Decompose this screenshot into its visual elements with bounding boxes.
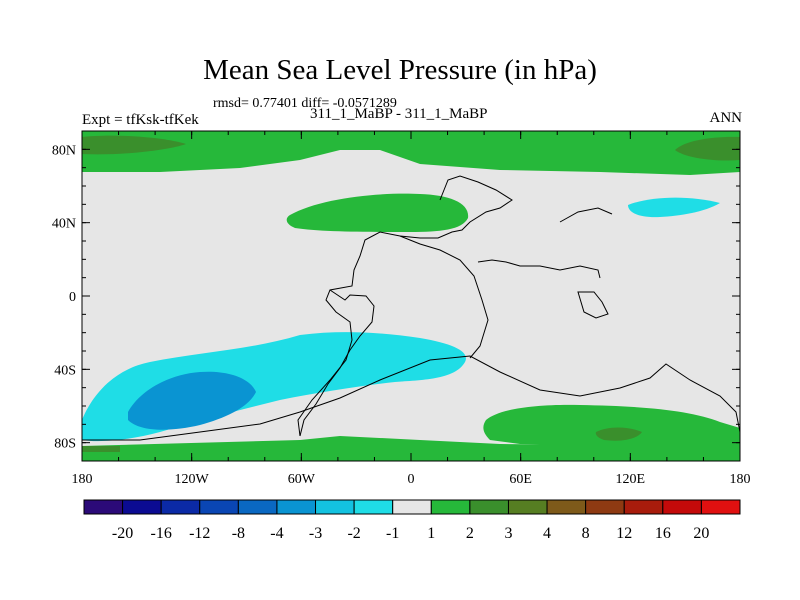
coastline-africa — [399, 235, 489, 359]
sh-negative-core — [128, 371, 256, 430]
colorbar-swatch — [122, 499, 162, 515]
colorbar-label: 8 — [582, 525, 590, 542]
nh-positive-region — [286, 193, 469, 232]
colorbar-label: -2 — [347, 525, 360, 542]
colorbar-label: 20 — [693, 525, 709, 542]
colorbar-label: -20 — [112, 525, 133, 542]
colorbar-swatch — [276, 499, 317, 515]
contour-fields — [82, 131, 740, 461]
sh-positive-region — [483, 404, 740, 446]
colorbar-label: -8 — [232, 525, 245, 542]
stats-label: rmsd= 0.77401 diff= -0.0571289 — [213, 96, 397, 111]
x-tick-label: 0 — [408, 472, 415, 487]
colorbar-swatch — [430, 499, 471, 515]
colorbar-label: -4 — [270, 525, 283, 542]
coastline-antarctica — [82, 355, 740, 441]
colorbar: -20 -16 -12 -8 -4 -3 -2 -1 1 2 3 4 8 12 16 20 — [83, 499, 741, 542]
colorbar-swatch — [546, 499, 587, 515]
x-tick-label: 120W — [175, 472, 210, 487]
colorbar-label: 16 — [655, 525, 671, 542]
colorbar-swatch — [700, 499, 741, 515]
season-label: ANN — [709, 110, 743, 126]
y-tick-label: 80N — [52, 143, 76, 158]
colorbar-label: 3 — [504, 525, 512, 542]
colorbar-label: -1 — [386, 525, 399, 542]
colorbar-swatch — [392, 499, 432, 515]
colorbar-label: 1 — [427, 525, 435, 542]
arctic-max-right — [675, 136, 740, 161]
colorbar-label: -3 — [309, 525, 322, 542]
x-tick-label: 180 — [72, 472, 93, 487]
colorbar-swatch — [353, 499, 394, 515]
x-tick-label: 60E — [509, 472, 532, 487]
arctic-positive-region — [82, 131, 740, 175]
x-tick-label: 120E — [616, 472, 646, 487]
colorbar-swatch — [469, 499, 509, 515]
coastline-eurasia — [477, 259, 601, 279]
colorbar-swatch — [315, 499, 355, 515]
coastline-australia — [577, 291, 609, 319]
y-tick-label: 0 — [69, 290, 76, 305]
coastlines — [82, 175, 740, 441]
experiment-label: Expt = tfKsk-tfKek — [82, 112, 199, 128]
colorbar-swatch — [83, 499, 124, 515]
coastline-americas — [297, 175, 513, 437]
sh-positive-core — [595, 427, 642, 441]
colorbar-swatch — [585, 499, 625, 515]
colorbar-swatch — [160, 499, 201, 515]
x-tick-label: 60W — [288, 472, 316, 487]
y-axis: 80N 40N 0 40S 80S — [52, 130, 740, 462]
colorbar-swatch — [662, 499, 702, 515]
y-tick-label: 80S — [54, 437, 76, 452]
x-tick-label: 180 — [730, 472, 751, 487]
case-label: 311_1_MaBP - 311_1_MaBP — [310, 106, 488, 122]
colorbar-swatch — [623, 499, 664, 515]
nh-negative-region — [628, 197, 720, 218]
y-tick-label: 40S — [54, 363, 76, 378]
colorbar-label: -16 — [151, 525, 172, 542]
y-tick-label: 40N — [52, 217, 76, 232]
colorbar-label: 2 — [466, 525, 474, 542]
coastline-siberia — [559, 207, 613, 223]
colorbar-label: 12 — [616, 525, 632, 542]
arctic-max-left — [82, 135, 186, 155]
colorbar-swatch — [237, 499, 278, 515]
x-axis: 180 120W 60W 0 60E 120E 180 — [72, 131, 751, 487]
chart-title: Mean Sea Level Pressure (in hPa) — [203, 54, 597, 86]
colorbar-label: 4 — [543, 525, 551, 542]
antarctic-positive-strip — [82, 436, 740, 461]
colorbar-label: -12 — [189, 525, 210, 542]
colorbar-swatch — [507, 499, 548, 515]
coastline-south-america — [299, 289, 375, 437]
colorbar-swatch — [199, 499, 239, 515]
antarctic-positive-core — [82, 446, 120, 452]
